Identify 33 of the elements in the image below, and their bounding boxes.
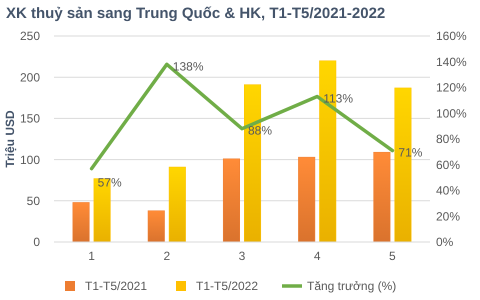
y2-tick-label: 80% xyxy=(436,132,460,146)
bar xyxy=(222,158,240,242)
y2-tick-label: 60% xyxy=(436,158,460,172)
y-tick-label: 250 xyxy=(20,29,40,44)
bar xyxy=(373,152,390,242)
y2-tick-label: 40% xyxy=(436,184,460,198)
y-tick-label: 50 xyxy=(26,194,40,208)
legend-label: Tăng trưởng (%) xyxy=(307,279,396,294)
y-axis-title: Triệu USD xyxy=(3,110,17,168)
bar xyxy=(298,156,316,242)
y-tick-label: 150 xyxy=(20,112,40,126)
x-tick-label: 3 xyxy=(238,249,246,263)
x-tick-label: 4 xyxy=(314,249,321,263)
y2-tick-label: 140% xyxy=(436,54,468,69)
y2-tick-label: 100% xyxy=(436,106,468,120)
data-label: 138% xyxy=(172,59,204,74)
y2-tick-label: 0% xyxy=(436,235,454,250)
x-tick-label: 5 xyxy=(389,249,396,263)
legend-label: T1-T5/2022 xyxy=(196,279,258,294)
y-tick-label: 100 xyxy=(20,152,40,167)
bar xyxy=(168,166,186,242)
y2-tick-label: 20% xyxy=(436,209,460,224)
x-tick-label: 2 xyxy=(163,249,170,263)
y-tick-label: 200 xyxy=(20,70,40,84)
bar xyxy=(148,210,165,242)
y2-tick-label: 160% xyxy=(436,29,468,44)
legend-label: T1-T5/2021 xyxy=(85,279,148,294)
y2-tick-label: 120% xyxy=(436,80,468,95)
chart-title: XK thuỷ sản sang Trung Quốc & HK, T1-T5/2021-2022 xyxy=(6,5,386,22)
line-series xyxy=(90,62,394,170)
x-tick-label: 1 xyxy=(88,249,96,263)
y-tick-label: 0 xyxy=(33,235,40,250)
bar xyxy=(72,202,90,242)
